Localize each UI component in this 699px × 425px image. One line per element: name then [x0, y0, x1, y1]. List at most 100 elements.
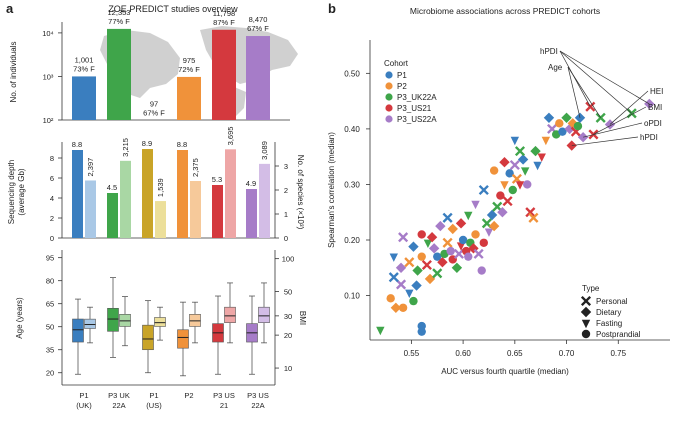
annotation-leader [571, 136, 639, 146]
scatter-point [573, 121, 583, 131]
count-bar [72, 76, 96, 120]
marker-stroke [511, 173, 522, 184]
bmi-box [258, 306, 270, 323]
scatter-point [523, 180, 532, 189]
depth-ytick-label: 6 [50, 174, 54, 183]
female-pct-label: 67% F [247, 24, 269, 33]
group-label-line2: (US) [146, 401, 162, 410]
scatter-xtick-label: 0.60 [455, 349, 471, 358]
count-bar [246, 36, 270, 120]
scatter-point [376, 326, 385, 336]
marker-stroke [395, 279, 407, 290]
female-pct-label: 87% F [213, 18, 235, 27]
count-bar [177, 76, 201, 120]
scatter-point [502, 196, 513, 207]
group-label-line2: 22A [251, 401, 264, 410]
scatter-point [446, 246, 455, 256]
marker-stroke [547, 123, 558, 134]
panel-b-title: Microbiome associations across PREDICT c… [410, 6, 600, 16]
scatter-point [497, 207, 508, 218]
scatter-point [517, 154, 529, 165]
annotation-label: hPDI [640, 133, 658, 142]
scatter-point [508, 185, 517, 195]
depth-ytick-label: 2 [50, 214, 54, 223]
species-bar [259, 163, 270, 238]
marker-stroke [514, 146, 526, 157]
scatter-ytick-label: 0.10 [344, 292, 360, 301]
scatter-point [417, 230, 426, 239]
species-bar [225, 149, 236, 238]
count-bar [107, 28, 131, 120]
scatter-point [488, 220, 500, 232]
legend-cohort-label: P1 [397, 71, 407, 80]
marker-stroke [404, 257, 415, 268]
species-bar-label: 3,089 [260, 141, 269, 160]
depth-ytick-label: 8 [50, 154, 54, 163]
bmi-ytick-label: 100 [282, 255, 295, 264]
legend-type-marker [581, 329, 591, 339]
bmi-ytick-label: 50 [284, 288, 292, 297]
scatter-point [541, 136, 551, 146]
annotation-leader [567, 66, 581, 118]
bmi-ytick-label: 20 [284, 331, 292, 340]
marker-stroke [595, 112, 606, 123]
species-ylabel: No. of species (×10³) [296, 155, 305, 230]
group-label-line2: 22A [112, 401, 125, 410]
legend-cohort-marker [385, 104, 393, 112]
scatter-point [433, 252, 442, 261]
annotation-label: Age [548, 63, 563, 72]
scatter-xtick-label: 0.70 [559, 349, 575, 358]
annotation-leader [559, 50, 632, 114]
scatter-point [478, 184, 489, 196]
bmi-box [224, 306, 236, 323]
species-bar [85, 180, 96, 238]
panel-a-depth-chart: Sequencing depth (average Gb) No. of spe… [7, 127, 305, 243]
scatter-point [442, 212, 453, 223]
scatter-point [408, 241, 419, 252]
scatter-point [423, 239, 433, 248]
marker-stroke [432, 268, 443, 279]
annotated-point [585, 101, 596, 112]
count-bar-label: 8,470 [249, 15, 268, 24]
species-bar [155, 201, 166, 238]
depth-ytick-label: 0 [50, 234, 54, 243]
counts-ytick-label: 10⁴ [42, 29, 54, 38]
marker-stroke [398, 232, 409, 243]
female-pct-label: 67% F [143, 109, 165, 118]
annotation-leader [609, 90, 649, 125]
legend-cohort-title: Cohort [384, 59, 409, 68]
scatter-point [500, 181, 509, 190]
depth-ylabel-2: (average Gb) [17, 168, 26, 215]
depth-ylabel-1: Sequencing depth [7, 160, 16, 225]
marker-stroke [492, 201, 503, 212]
scatter-point [421, 259, 432, 271]
female-pct-label: 73% F [73, 64, 95, 73]
species-ytick-label: 2 [284, 186, 288, 195]
group-label-line1: P3 US [213, 391, 235, 400]
legend-type-marker [580, 306, 592, 318]
age-box [177, 329, 189, 349]
bmi-box [154, 317, 166, 327]
scatter-ytick-label: 0.50 [344, 69, 360, 78]
scatter-point [537, 153, 546, 162]
scatter-point [395, 279, 407, 290]
count-bar-label: 12,353 [108, 8, 131, 17]
age-ytick-label: 50 [46, 323, 54, 332]
annotated-point [595, 112, 606, 123]
scatter-ytick-label: 0.20 [344, 236, 360, 245]
scatter-point [412, 265, 423, 276]
scatter-point [525, 207, 536, 218]
marker-stroke [442, 212, 453, 223]
legend-cohort-label: P3_UK22A [397, 93, 437, 102]
depth-bar [107, 193, 118, 238]
scatter-point [489, 166, 499, 175]
species-bar [120, 160, 131, 238]
scatter-point [486, 209, 498, 221]
scatter-point [505, 169, 514, 178]
scatter-point [428, 243, 440, 254]
count-bar-label: 1,001 [75, 55, 94, 64]
marker-stroke [502, 196, 513, 207]
scatter-ylabel: Spearman's correlation (median) [327, 132, 336, 248]
age-box [107, 307, 119, 332]
annotation-leader [559, 50, 591, 107]
